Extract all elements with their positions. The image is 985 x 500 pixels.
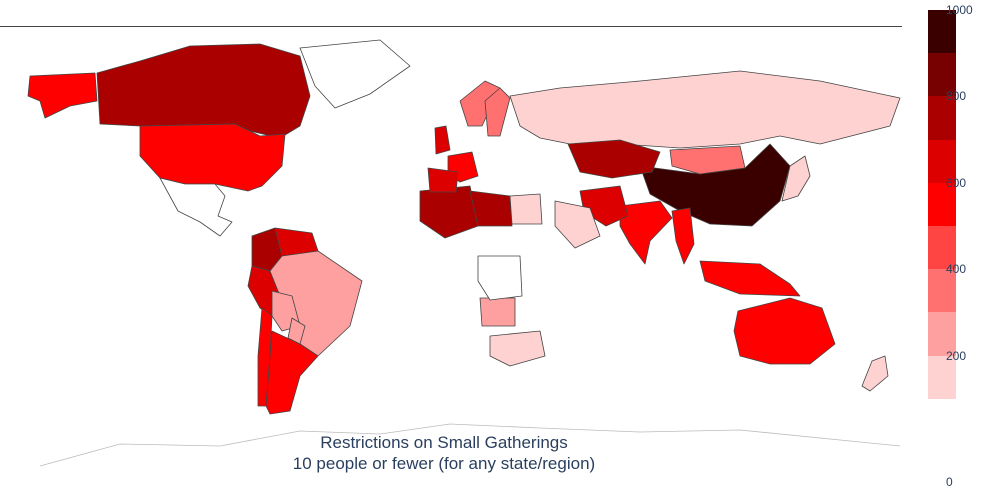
region-kazakhstan[interactable] xyxy=(567,139,661,179)
region-australia[interactable] xyxy=(733,297,836,365)
region-spain[interactable] xyxy=(427,167,459,193)
region-saudi-arabia[interactable] xyxy=(554,200,601,249)
map-frame xyxy=(0,26,902,475)
colorbar-bin xyxy=(928,96,956,140)
region-russia[interactable] xyxy=(509,70,901,149)
region-alaska[interactable] xyxy=(27,72,98,119)
region-south-africa[interactable] xyxy=(489,330,546,367)
region-argentina[interactable] xyxy=(265,330,319,415)
colorbar-tick-label: 600 xyxy=(946,175,967,190)
colorbar-tick-label: 1000 xyxy=(946,3,973,17)
map-title: Restrictions on Small Gatherings 10 peop… xyxy=(206,432,682,474)
colorbar-tick-label: 800 xyxy=(946,89,967,104)
region-algeria[interactable] xyxy=(419,185,479,239)
region-canada[interactable] xyxy=(96,43,311,139)
region-angola[interactable] xyxy=(479,297,516,327)
region-united-states[interactable] xyxy=(139,123,286,192)
region-mongolia[interactable] xyxy=(669,145,746,175)
region-mexico[interactable] xyxy=(159,177,233,237)
region-myanmar[interactable] xyxy=(671,207,695,265)
region-greenland[interactable] xyxy=(299,39,411,109)
map-title-line2: 10 people or fewer (for any state/region… xyxy=(292,454,596,473)
colorbar-tick-label: 200 xyxy=(946,348,967,363)
colorbar-bin xyxy=(928,53,956,97)
region-antarctica-outline xyxy=(39,423,901,467)
colorbar-bin xyxy=(928,182,956,226)
region-sweden[interactable] xyxy=(484,87,511,137)
colorbar xyxy=(928,10,956,442)
colorbar-bin xyxy=(928,355,956,399)
region-united-kingdom[interactable] xyxy=(434,125,451,155)
region-paraguay[interactable] xyxy=(287,317,306,345)
region-indonesia[interactable] xyxy=(699,260,801,297)
colorbar-bin xyxy=(928,312,956,356)
colorbar-bin xyxy=(928,269,956,313)
region-egypt[interactable] xyxy=(509,193,543,225)
colorbar-tick-label: 400 xyxy=(946,262,967,277)
world-map[interactable] xyxy=(0,26,902,474)
colorbar-bin xyxy=(928,226,956,270)
region-india[interactable] xyxy=(619,200,673,265)
colorbar-bin xyxy=(928,139,956,183)
region-new-zealand[interactable] xyxy=(861,355,889,392)
colorbar-tick-label: 0 xyxy=(946,475,953,489)
region-libya[interactable] xyxy=(469,190,513,227)
map-title-line1: Restrictions on Small Gatherings xyxy=(320,433,568,452)
region-japan[interactable] xyxy=(781,155,811,202)
region-dr-congo[interactable] xyxy=(477,255,523,301)
colorbar-bin xyxy=(928,10,956,54)
